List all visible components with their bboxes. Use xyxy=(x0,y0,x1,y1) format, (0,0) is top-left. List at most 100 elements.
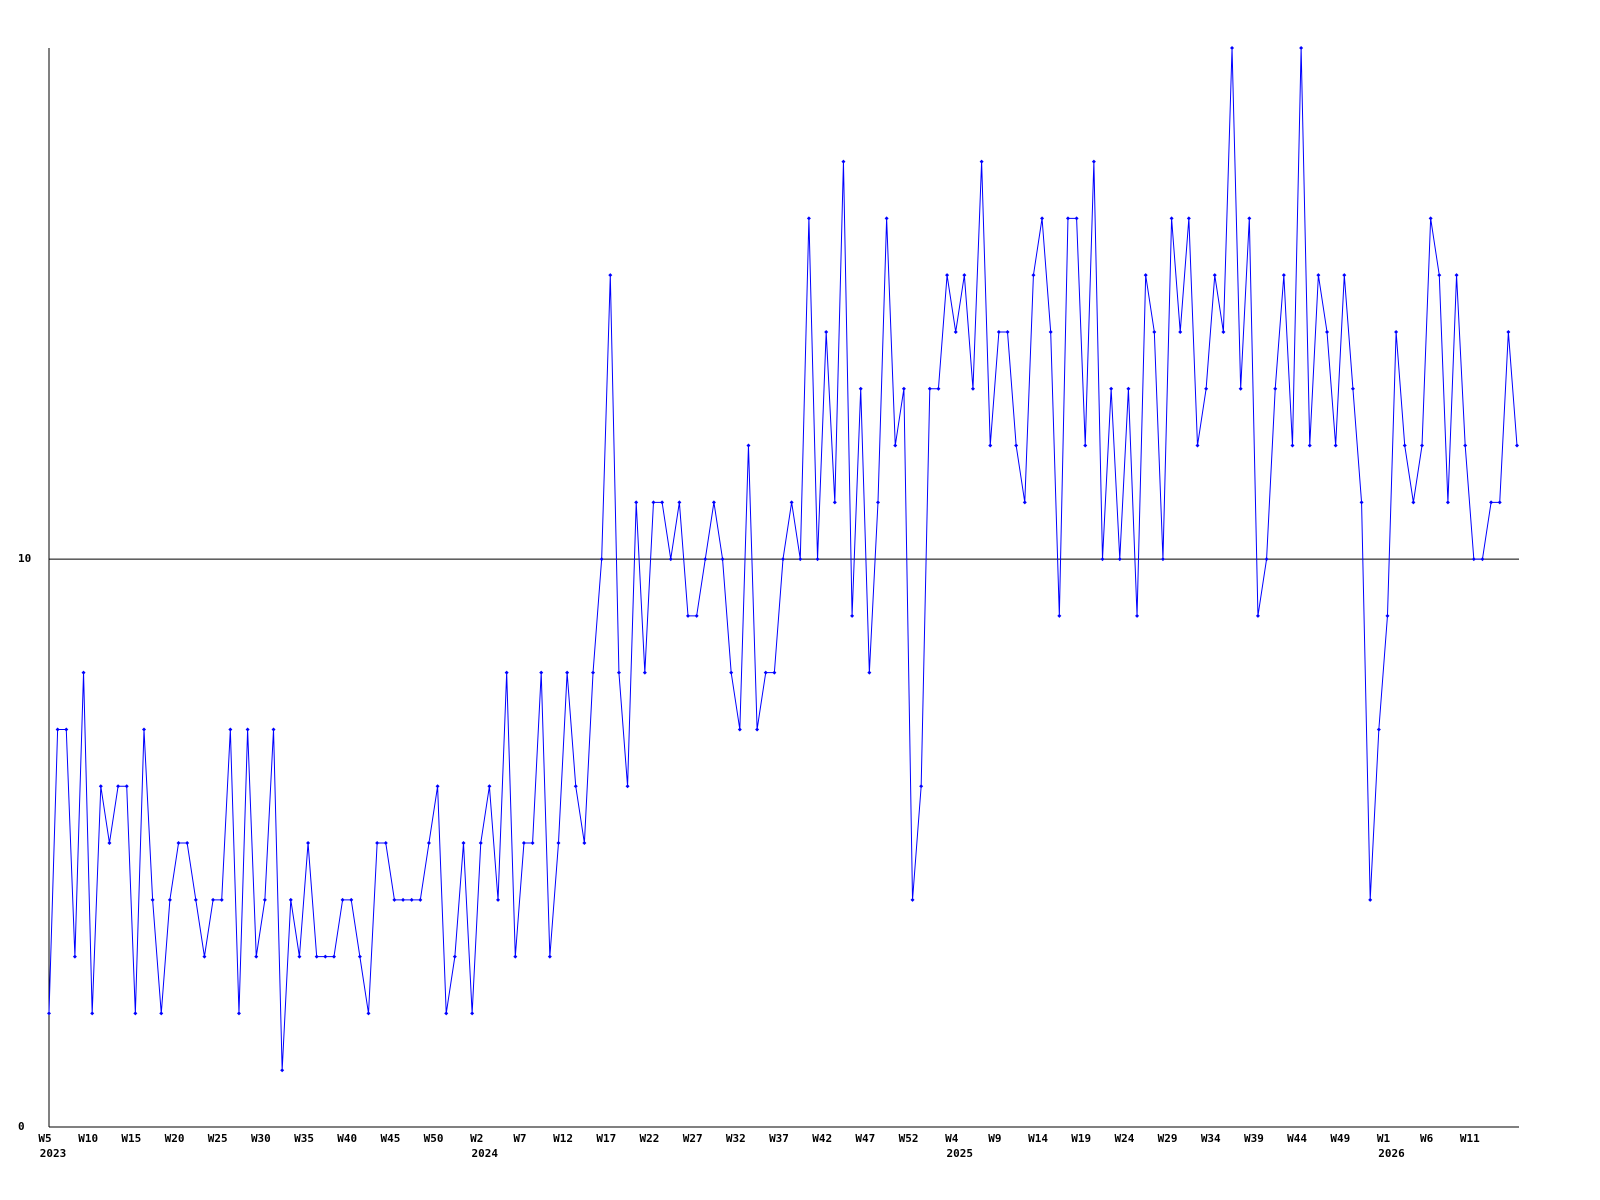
x-tick-label: W6 xyxy=(1420,1132,1434,1145)
x-tick-label: W4 xyxy=(945,1132,959,1145)
point xyxy=(1454,273,1459,278)
point xyxy=(262,897,267,902)
point xyxy=(228,727,233,732)
point xyxy=(331,954,336,959)
point xyxy=(677,500,682,505)
point xyxy=(176,841,181,846)
point xyxy=(591,670,596,675)
point xyxy=(426,841,431,846)
point xyxy=(953,329,958,334)
point xyxy=(962,273,967,278)
point xyxy=(193,897,198,902)
point xyxy=(547,954,552,959)
point xyxy=(565,670,570,675)
point xyxy=(1057,613,1062,618)
point xyxy=(254,954,259,959)
point xyxy=(625,784,630,789)
x-tick-label: W49 xyxy=(1330,1132,1350,1145)
x-tick-label: W10 xyxy=(78,1132,98,1145)
x-tick-label: W20 xyxy=(165,1132,185,1145)
point xyxy=(383,841,388,846)
point xyxy=(1109,386,1114,391)
x-tick-label: W40 xyxy=(337,1132,357,1145)
point xyxy=(116,784,121,789)
point xyxy=(64,727,69,732)
point xyxy=(884,216,889,221)
point xyxy=(81,670,86,675)
point xyxy=(910,897,915,902)
point xyxy=(133,1011,138,1016)
point xyxy=(271,727,276,732)
x-tick-label: W22 xyxy=(640,1132,660,1145)
point xyxy=(798,557,803,562)
point xyxy=(556,841,561,846)
point xyxy=(1178,329,1183,334)
point xyxy=(366,1011,371,1016)
point xyxy=(124,784,129,789)
point xyxy=(1290,443,1295,448)
point xyxy=(582,841,587,846)
point xyxy=(1100,557,1105,562)
point xyxy=(1376,727,1381,732)
point xyxy=(1083,443,1088,448)
x-tick-label: W44 xyxy=(1287,1132,1307,1145)
x-tick-label: W27 xyxy=(683,1132,703,1145)
point xyxy=(573,784,578,789)
year-label: 2025 xyxy=(946,1147,973,1160)
y-tick-label: 10 xyxy=(18,552,31,565)
point xyxy=(832,500,837,505)
x-tick-label: W29 xyxy=(1158,1132,1178,1145)
point xyxy=(1437,273,1442,278)
point xyxy=(841,159,846,164)
point xyxy=(858,386,863,391)
point xyxy=(1394,329,1399,334)
point xyxy=(763,670,768,675)
point xyxy=(686,613,691,618)
point xyxy=(150,897,155,902)
point xyxy=(1333,443,1338,448)
point xyxy=(1022,500,1027,505)
x-tick-label: W24 xyxy=(1114,1132,1134,1145)
point xyxy=(504,670,509,675)
x-tick-label: W39 xyxy=(1244,1132,1264,1145)
point xyxy=(1489,500,1494,505)
x-tick-label: W19 xyxy=(1071,1132,1091,1145)
point xyxy=(1169,216,1174,221)
point xyxy=(1074,216,1079,221)
point xyxy=(452,954,457,959)
point xyxy=(306,841,311,846)
point xyxy=(107,841,112,846)
point xyxy=(1031,273,1036,278)
point xyxy=(781,557,785,562)
point xyxy=(1273,386,1278,391)
year-label: 2024 xyxy=(472,1147,499,1160)
point xyxy=(1212,273,1217,278)
point xyxy=(478,841,483,846)
point xyxy=(737,727,742,732)
point xyxy=(1281,273,1286,278)
point xyxy=(496,897,501,902)
point xyxy=(1195,443,1200,448)
point xyxy=(461,841,466,846)
point xyxy=(245,727,250,732)
point xyxy=(815,557,820,562)
x-tick-label: W17 xyxy=(596,1132,616,1145)
point xyxy=(634,500,639,505)
point xyxy=(280,1068,285,1073)
x-tick-label: W2 xyxy=(470,1132,483,1145)
point xyxy=(340,897,345,902)
point xyxy=(919,784,924,789)
x-tick-label: W9 xyxy=(988,1132,1001,1145)
point xyxy=(1515,443,1519,448)
point xyxy=(927,386,932,391)
point xyxy=(1135,613,1140,618)
point xyxy=(988,443,993,448)
point xyxy=(487,784,492,789)
x-tick-label: W50 xyxy=(424,1132,444,1145)
point xyxy=(1221,329,1226,334)
point xyxy=(435,784,440,789)
point xyxy=(90,1011,95,1016)
point xyxy=(159,1011,164,1016)
